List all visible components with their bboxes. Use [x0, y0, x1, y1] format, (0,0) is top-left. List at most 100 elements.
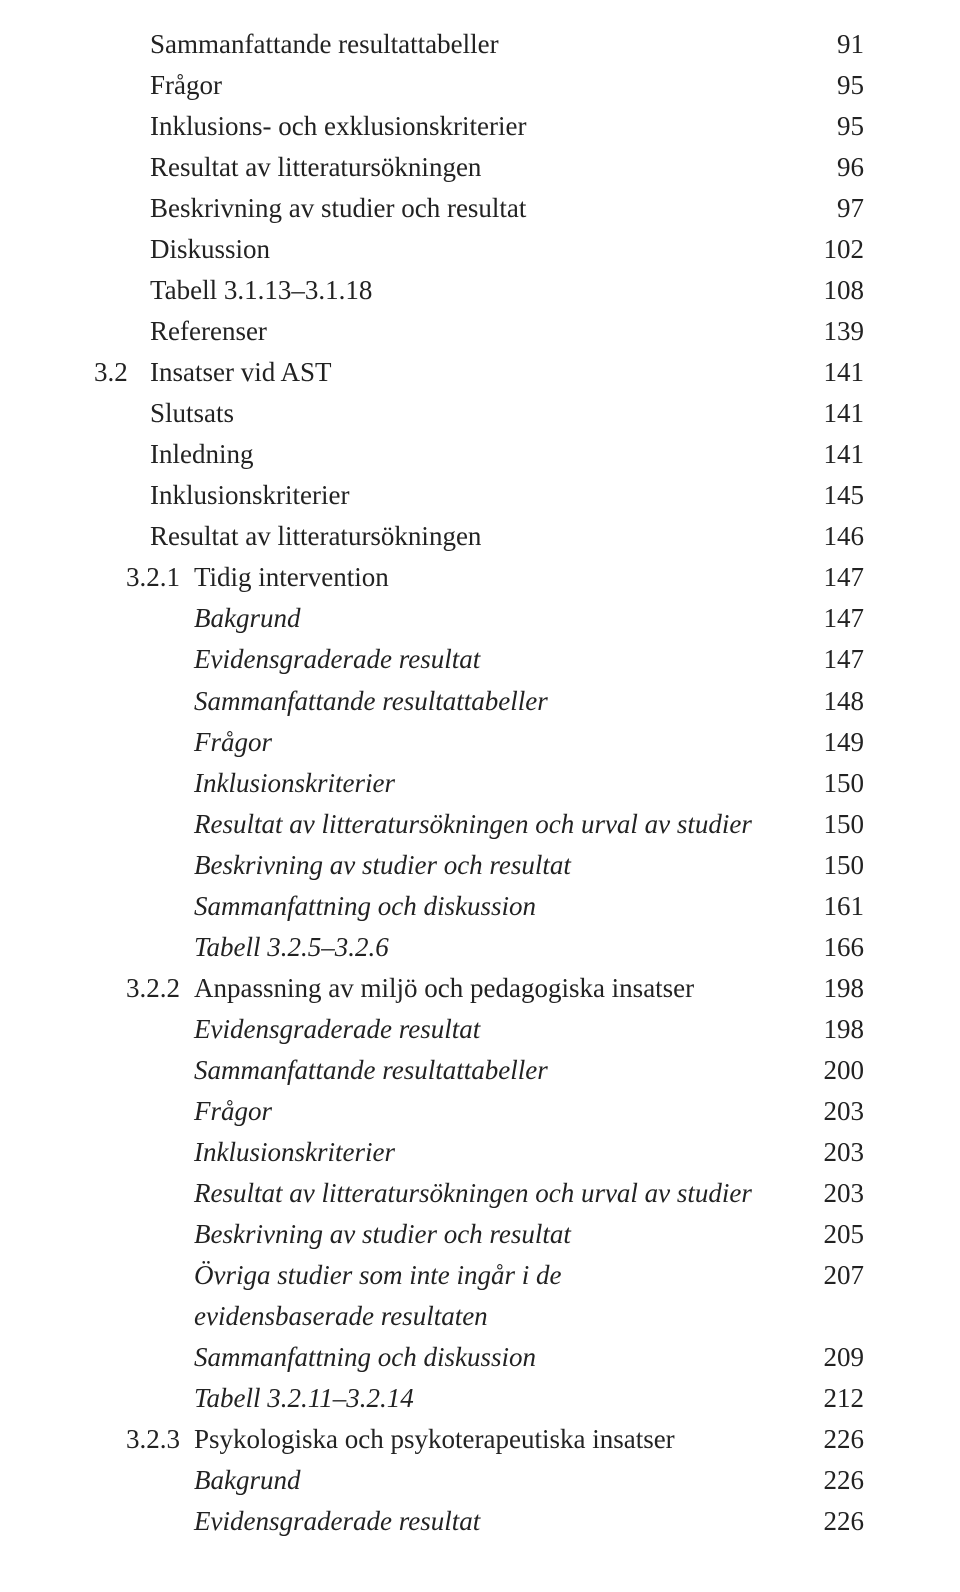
- toc-row: 3.2.3Psykologiska och psykoterapeutiska …: [96, 1419, 864, 1460]
- toc-page-number: 95: [837, 106, 864, 147]
- toc-section-number: 3.2.1: [126, 557, 180, 598]
- toc-page-number: 198: [824, 1009, 865, 1050]
- toc-page-number: 200: [824, 1050, 865, 1091]
- toc-row: Bakgrund 226: [96, 1460, 864, 1501]
- toc-entry-text: Inklusionskriterier: [96, 763, 800, 804]
- toc-row: Frågor 95: [96, 65, 864, 106]
- toc-page-number: 150: [824, 763, 865, 804]
- toc-row: Evidensgraderade resultat198: [96, 1009, 864, 1050]
- toc-row: evidensbaserade resultaten: [96, 1296, 864, 1337]
- toc-page-number: 141: [824, 434, 865, 475]
- toc-entry-text: Sammanfattning och diskussion: [96, 1337, 800, 1378]
- toc-entry-text: Tabell 3.2.11–3.2.14: [96, 1378, 800, 1419]
- toc-page-number: 148: [824, 681, 865, 722]
- toc-row: Beskrivning av studier och resultat205: [96, 1214, 864, 1255]
- toc-page-number: 145: [824, 475, 865, 516]
- toc-row: Beskrivning av studier och resultat 150: [96, 845, 864, 886]
- toc-row: Sammanfattning och diskussion 161: [96, 886, 864, 927]
- toc-page-number: 139: [824, 311, 865, 352]
- toc-entry-text: Referenser: [96, 311, 800, 352]
- toc-page-number: 203: [824, 1132, 865, 1173]
- toc-entry-text: Anpassning av miljö och pedagogiska insa…: [96, 968, 800, 1009]
- toc-entry-text: Sammanfattande resultattabeller: [96, 681, 800, 722]
- toc-row: Sammanfattande resultattabeller 200: [96, 1050, 864, 1091]
- toc-page-number: 150: [824, 804, 865, 845]
- toc-entry-text: Resultat av litteratursökningen: [96, 147, 813, 188]
- toc-entry-text: Inledning: [96, 434, 800, 475]
- toc-row: Evidensgraderade resultat 226: [96, 1501, 864, 1542]
- toc-page-number: 207: [824, 1255, 865, 1296]
- toc-page-number: 166: [824, 927, 865, 968]
- toc-page-number: 226: [824, 1460, 865, 1501]
- toc-page-number: 205: [824, 1214, 865, 1255]
- toc-entry-text: Övriga studier som inte ingår i de: [96, 1255, 800, 1296]
- toc-row: Frågor 203: [96, 1091, 864, 1132]
- toc-entry-text: Sammanfattande resultattabeller: [96, 1050, 800, 1091]
- toc-row: Beskrivning av studier och resultat 97: [96, 188, 864, 229]
- toc-entry-text: Bakgrund: [96, 1460, 800, 1501]
- toc-entry-text: Psykologiska och psykoterapeutiska insat…: [96, 1419, 800, 1460]
- toc-entry-text: Sammanfattande resultattabeller: [96, 24, 813, 65]
- toc-row: Inledning 141: [96, 434, 864, 475]
- toc-page-number: 141: [824, 393, 865, 434]
- toc-page-number: 203: [824, 1173, 865, 1214]
- toc-page-number: 97: [837, 188, 864, 229]
- toc-row: Inklusionskriterier203: [96, 1132, 864, 1173]
- toc-section-number: 3.2.2: [126, 968, 180, 1009]
- toc-entry-text: Inklusionskriterier: [96, 475, 800, 516]
- toc-row: Inklusionskriterier 150: [96, 763, 864, 804]
- toc-row: 3.2.1Tidig intervention 147: [96, 557, 864, 598]
- toc-page-number: 161: [824, 886, 865, 927]
- toc-entry-text: Slutsats: [96, 393, 800, 434]
- toc-entry-text: Sammanfattning och diskussion: [96, 886, 800, 927]
- toc-page-number: 147: [824, 557, 865, 598]
- toc-row: 3.2.2Anpassning av miljö och pedagogiska…: [96, 968, 864, 1009]
- toc-page-number: 150: [824, 845, 865, 886]
- toc-row: Resultat av litteratursökningen och urva…: [96, 804, 864, 845]
- toc-page-number: 146: [824, 516, 865, 557]
- toc-page-number: 203: [824, 1091, 865, 1132]
- toc-entry-text: Inklusions- och exklusionskriterier: [96, 106, 813, 147]
- toc-entry-text: Insatser vid AST: [96, 352, 800, 393]
- toc-page-number: 96: [837, 147, 864, 188]
- toc-row: Bakgrund147: [96, 598, 864, 639]
- toc-page-number: 95: [837, 65, 864, 106]
- toc-entry-text: Resultat av litteratursökningen och urva…: [96, 1173, 800, 1214]
- toc-row: Inklusions- och exklusionskriterier 95: [96, 106, 864, 147]
- toc-row: Tabell 3.2.11–3.2.14212: [96, 1378, 864, 1419]
- toc-entry-text: Resultat av litteratursökningen och urva…: [96, 804, 800, 845]
- toc-row: Sammanfattande resultattabeller91: [96, 24, 864, 65]
- toc-entry-text: Resultat av litteratursökningen: [96, 516, 800, 557]
- toc-row: Evidensgraderade resultat147: [96, 639, 864, 680]
- toc-row: Övriga studier som inte ingår i de 207: [96, 1255, 864, 1296]
- toc-page: Sammanfattande resultattabeller91Frågor9…: [0, 0, 960, 1592]
- toc-entry-text: Frågor: [96, 722, 800, 763]
- toc-page-number: 147: [824, 639, 865, 680]
- toc-entry-text: Diskussion: [96, 229, 800, 270]
- toc-entry-text: Tidig intervention: [96, 557, 800, 598]
- toc-section-number: 3.2: [94, 352, 128, 393]
- toc-row: Tabell 3.2.5–3.2.6 166: [96, 927, 864, 968]
- toc-row: Sammanfattning och diskussion 209: [96, 1337, 864, 1378]
- toc-row: Resultat av litteratursökningen 96: [96, 147, 864, 188]
- toc-row: Frågor 149: [96, 722, 864, 763]
- toc-row: 3.2Insatser vid AST141: [96, 352, 864, 393]
- toc-entry-text: Evidensgraderade resultat: [96, 1501, 800, 1542]
- toc-page-number: 147: [824, 598, 865, 639]
- toc-page-number: 149: [824, 722, 865, 763]
- toc-entry-text: Frågor: [96, 1091, 800, 1132]
- toc-list: Sammanfattande resultattabeller91Frågor9…: [96, 24, 864, 1542]
- toc-entry-text: Beskrivning av studier och resultat: [96, 188, 813, 229]
- toc-page-number: 108: [824, 270, 865, 311]
- toc-page-number: 226: [824, 1501, 865, 1542]
- toc-entry-text: Beskrivning av studier och resultat: [96, 845, 800, 886]
- toc-entry-text: Frågor: [96, 65, 813, 106]
- toc-section-number: 3.2.3: [126, 1419, 180, 1460]
- toc-entry-text: Tabell 3.1.13–3.1.18: [96, 270, 800, 311]
- toc-page-number: 209: [824, 1337, 865, 1378]
- toc-row: Inklusionskriterier 145: [96, 475, 864, 516]
- toc-entry-text: evidensbaserade resultaten: [96, 1296, 840, 1337]
- toc-page-number: 226: [824, 1419, 865, 1460]
- toc-entry-text: Tabell 3.2.5–3.2.6: [96, 927, 800, 968]
- toc-row: Diskussion102: [96, 229, 864, 270]
